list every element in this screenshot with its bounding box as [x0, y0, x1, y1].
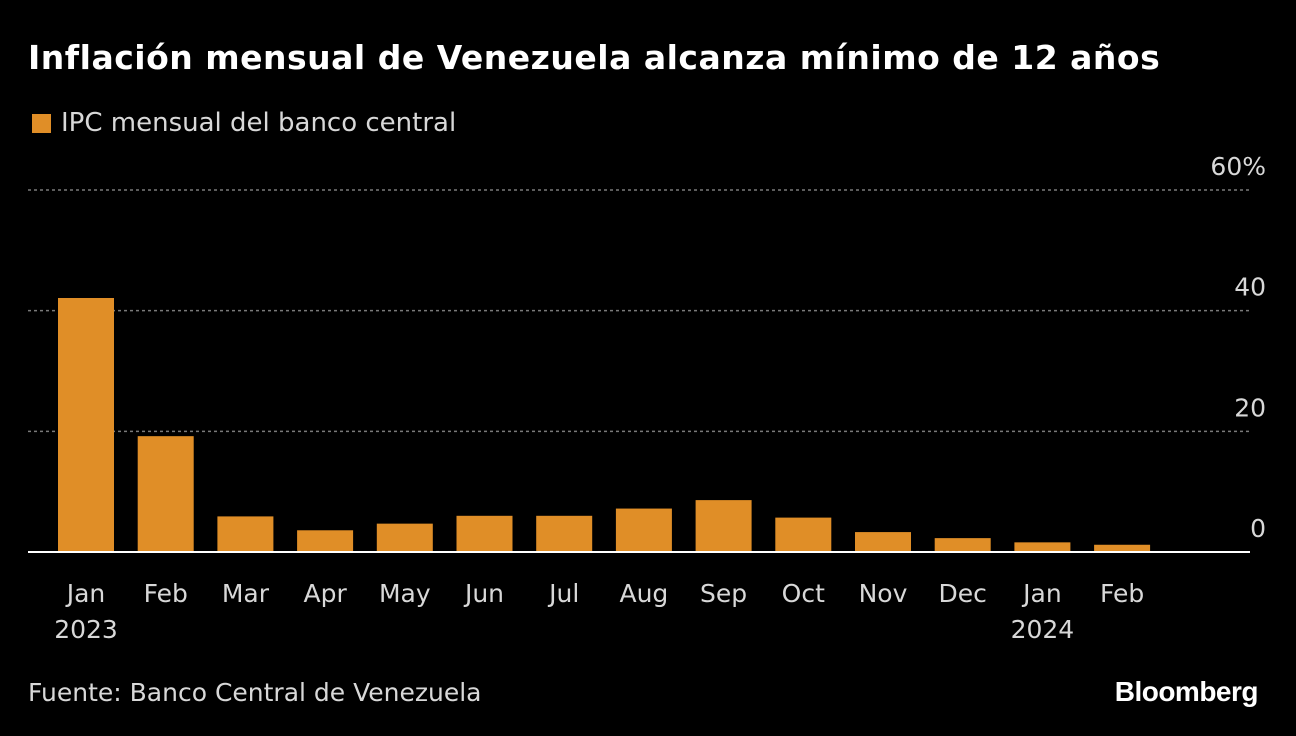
bar	[1094, 544, 1151, 552]
bar	[217, 516, 274, 552]
y-tick-label: 20	[1234, 393, 1266, 422]
x-tick-label: Sep	[700, 579, 747, 608]
x-tick-label: Aug	[619, 579, 668, 608]
x-tick-label: Jan	[65, 579, 106, 608]
bar	[1014, 542, 1071, 552]
bar	[934, 538, 991, 552]
x-tick-label: Jun	[463, 579, 504, 608]
bar	[695, 500, 752, 552]
bar	[855, 532, 911, 552]
x-tick-label: Nov	[859, 579, 908, 608]
bar	[58, 297, 114, 552]
x-tick-label: Dec	[939, 579, 987, 608]
bar	[775, 517, 832, 552]
bloomberg-logo: Bloomberg	[1114, 676, 1259, 707]
y-tick-label: 0	[1250, 514, 1266, 543]
bar	[536, 515, 593, 552]
source-note: Fuente: Banco Central de Venezuela	[28, 678, 482, 707]
x-tick-label: Jan	[1021, 579, 1062, 608]
x-tick-label: Mar	[222, 579, 270, 608]
y-tick-label: 40	[1234, 273, 1266, 302]
y-tick-label: 60%	[1210, 152, 1266, 181]
x-tick-year-label: 2024	[1011, 615, 1075, 644]
x-tick-label: Apr	[303, 579, 347, 608]
x-tick-label: Feb	[144, 579, 188, 608]
x-tick-label: Jul	[547, 579, 579, 608]
x-tick-label: May	[379, 579, 431, 608]
chart-title: Inflación mensual de Venezuela alcanza m…	[28, 38, 1161, 77]
bar	[615, 508, 672, 552]
bar	[376, 523, 433, 552]
legend: IPC mensual del banco central	[32, 108, 456, 138]
bar	[297, 530, 354, 552]
x-tick-year-label: 2023	[54, 615, 118, 644]
x-tick-label: Oct	[782, 579, 825, 608]
bar	[137, 436, 194, 552]
bar	[456, 515, 513, 552]
legend-label: IPC mensual del banco central	[61, 108, 457, 138]
x-tick-label: Feb	[1100, 579, 1144, 608]
legend-swatch	[32, 113, 51, 133]
